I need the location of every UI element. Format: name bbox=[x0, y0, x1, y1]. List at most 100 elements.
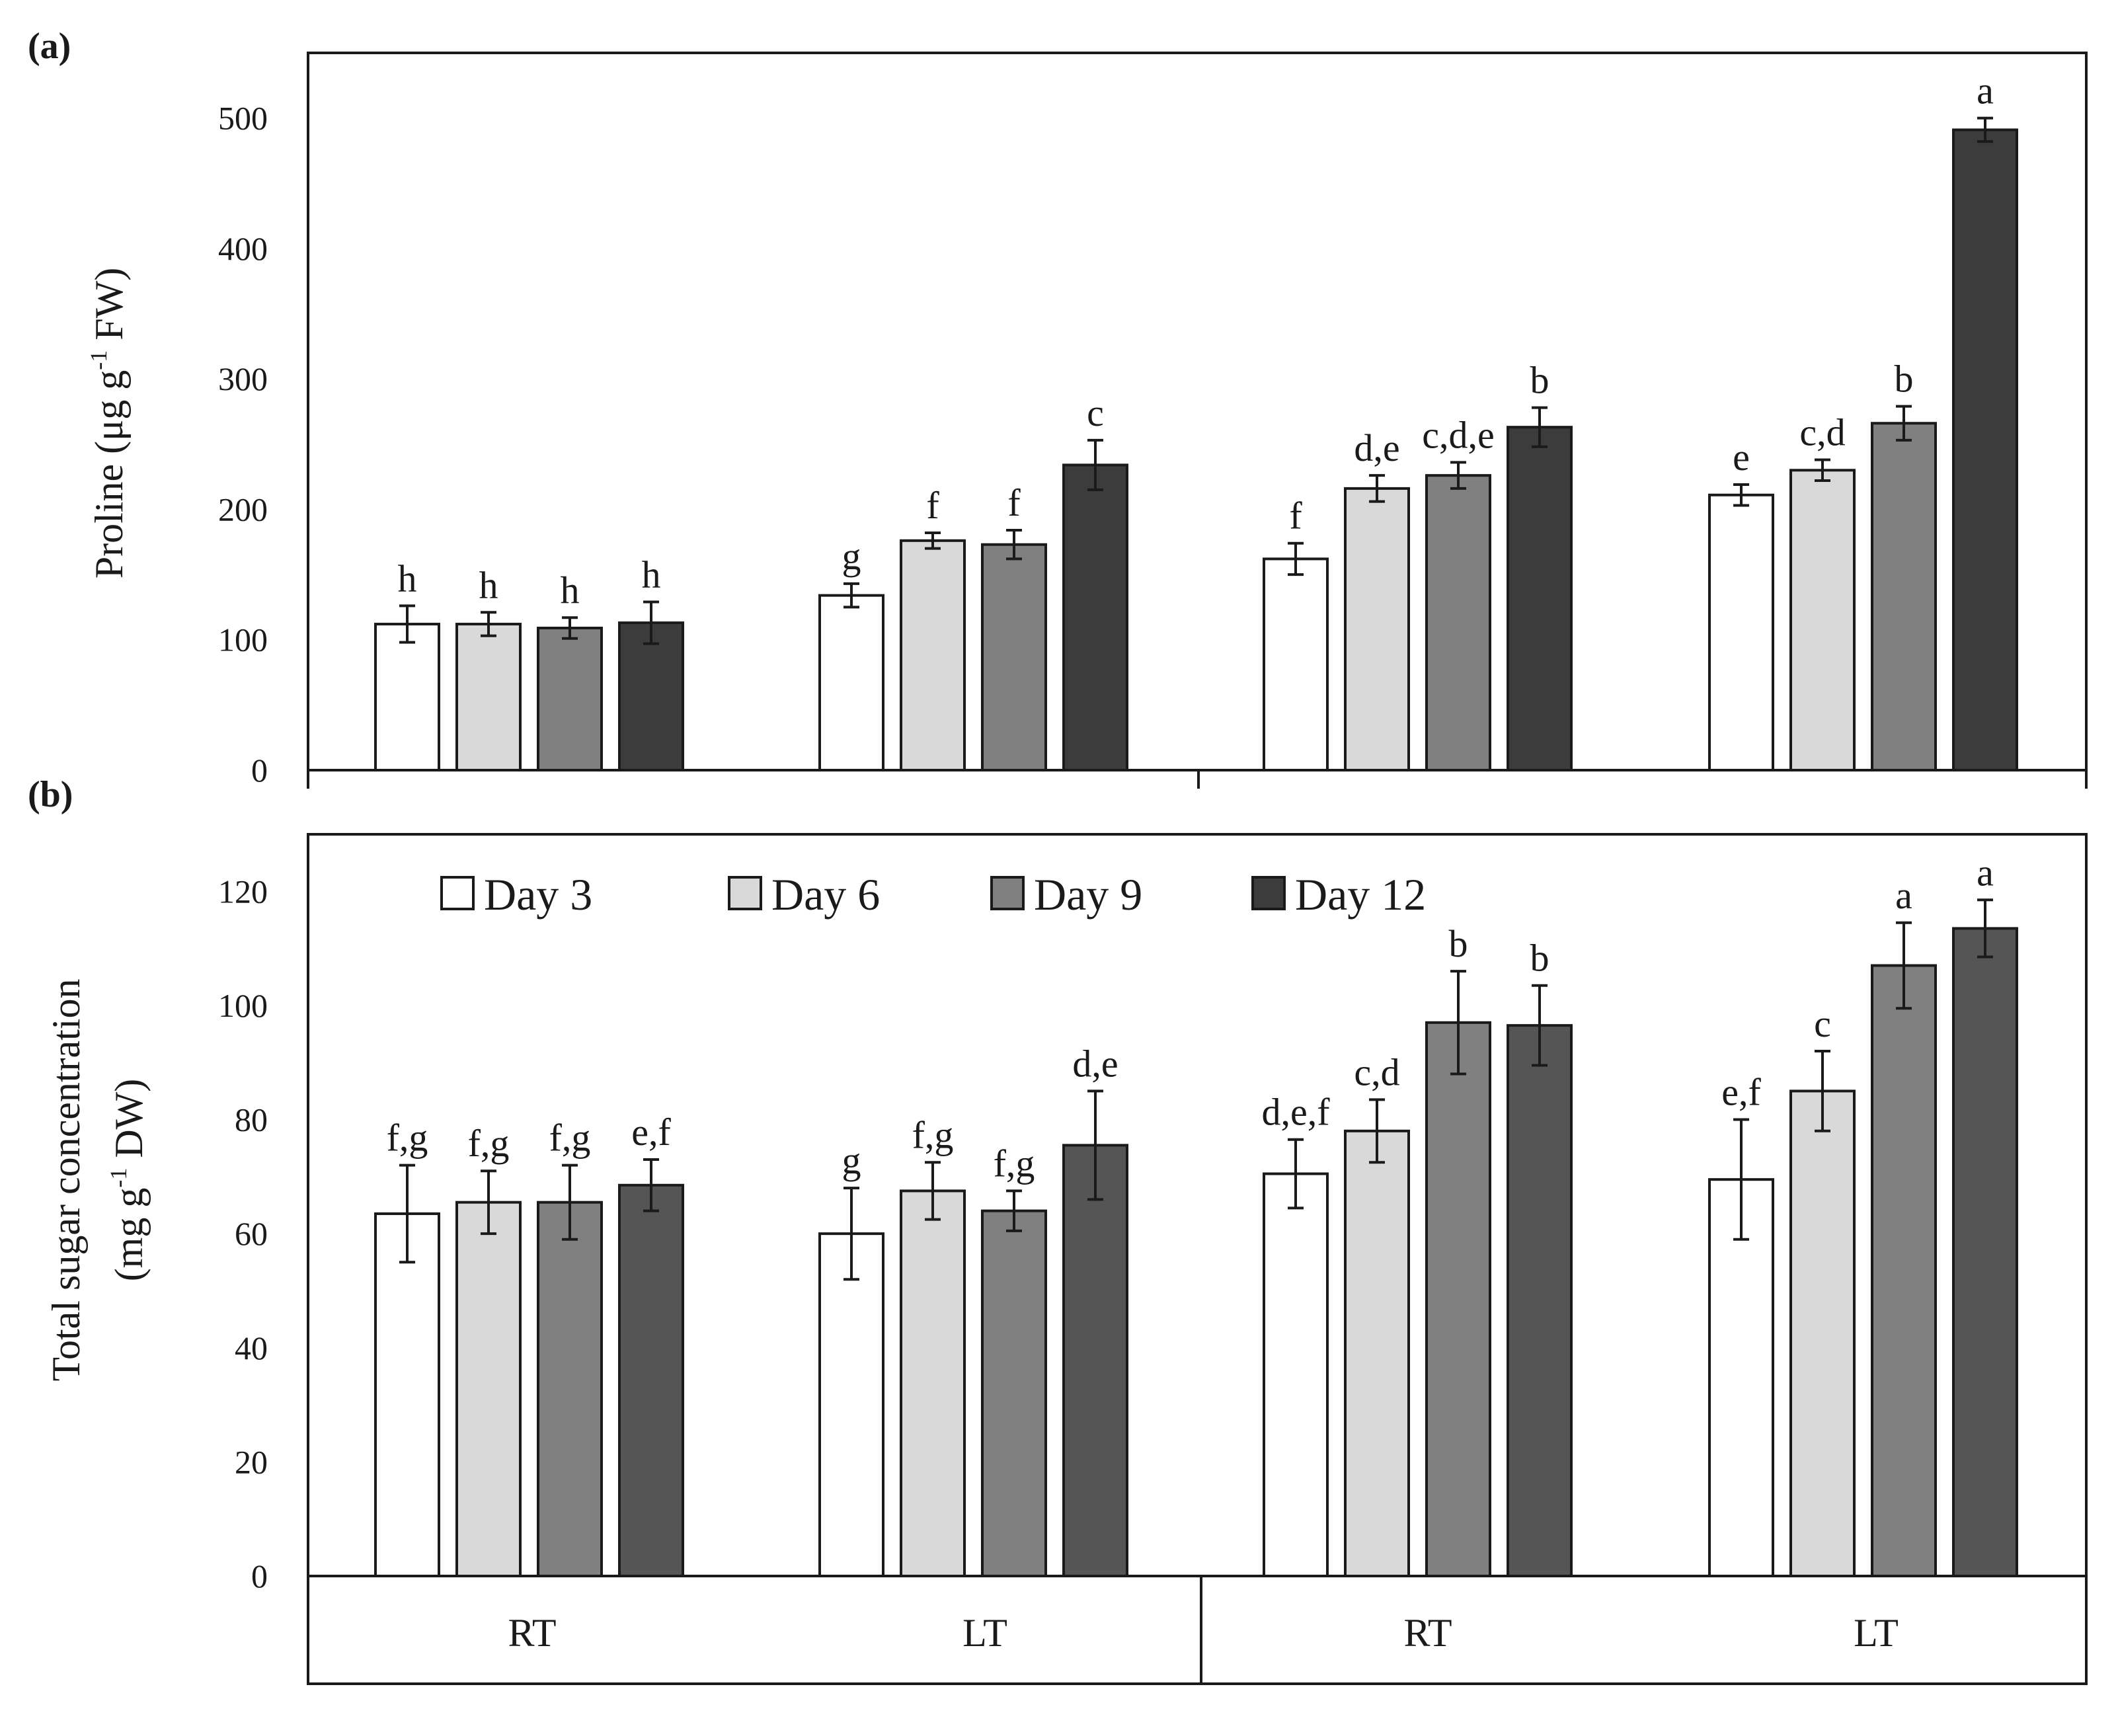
significance-letter: g bbox=[842, 535, 861, 578]
bar-day-6-lt bbox=[900, 1189, 966, 1577]
error-bar bbox=[1288, 541, 1304, 576]
panel-b-bars: f,g g d,e,f e,f f,g f,g c,d c f,g f,g b a e,f d,e b a bbox=[374, 851, 2018, 1578]
error-bar bbox=[481, 1169, 496, 1236]
bar-day-9-lt bbox=[981, 1209, 1047, 1577]
y-tick-label: 200 bbox=[218, 491, 268, 528]
significance-letter: b bbox=[1895, 358, 1914, 401]
bar-day-9-rt bbox=[537, 1201, 603, 1577]
bar-day-9-lt bbox=[1871, 422, 1937, 771]
panel-a-proline: (a) 0 100 200 300 400 500 h g f e h f d,e c,d h f c,d,e… bbox=[28, 26, 2088, 789]
error-bar bbox=[643, 600, 659, 645]
panel-a-y-ticks: 0 100 200 300 400 500 bbox=[218, 100, 268, 789]
y-tick-label: 400 bbox=[218, 230, 268, 267]
panel-b-y-ticks: 0 20 40 60 80 100 120 bbox=[218, 873, 268, 1595]
significance-letter: a bbox=[1977, 69, 1994, 112]
significance-letter: e,f bbox=[1721, 1071, 1761, 1114]
significance-letter: b bbox=[1530, 359, 1549, 402]
y-tick-label: 60 bbox=[235, 1215, 268, 1252]
significance-letter: h bbox=[479, 563, 498, 606]
significance-letter: b bbox=[1449, 922, 1468, 965]
y-tick-label: 120 bbox=[218, 873, 268, 910]
significance-letter: f bbox=[1289, 494, 1302, 537]
y-tick-label: 20 bbox=[235, 1443, 268, 1480]
legend-label-day-6: Day 6 bbox=[771, 869, 880, 920]
bar-day-12-rt bbox=[618, 621, 684, 772]
bar-day-9-lt bbox=[1871, 964, 1937, 1577]
bar-day-3-rt bbox=[374, 1212, 440, 1577]
error-bar bbox=[1288, 1138, 1304, 1210]
bar-day-3-rt bbox=[374, 623, 440, 772]
legend: Day 3 Day 6 Day 9 Day 12 bbox=[440, 869, 1426, 920]
bar-day-12-lt bbox=[1952, 927, 2018, 1577]
error-bar bbox=[1896, 405, 1912, 442]
legend-label-day-12: Day 12 bbox=[1295, 869, 1426, 920]
bar-day-12-lt bbox=[1952, 128, 2018, 771]
error-bar bbox=[1087, 1089, 1103, 1201]
bar-day-12-rt bbox=[618, 1183, 684, 1578]
bar-day-12-rt bbox=[1507, 426, 1573, 771]
y-tick-label: 300 bbox=[218, 360, 268, 397]
category-label-lt: LT bbox=[962, 1611, 1007, 1655]
error-bar bbox=[1450, 461, 1466, 490]
legend-swatch-day-6 bbox=[728, 876, 762, 910]
error-bar bbox=[1369, 1098, 1385, 1164]
bar-day-3-lt bbox=[1708, 493, 1774, 771]
significance-letter: a bbox=[1977, 851, 1994, 894]
bar-day-6-lt bbox=[1789, 1089, 1856, 1577]
significance-letter: c,d bbox=[1354, 1050, 1399, 1093]
bar-day-9-rt bbox=[537, 626, 603, 771]
bar-day-6-rt bbox=[455, 623, 522, 772]
y-tick-label: 100 bbox=[218, 621, 268, 658]
category-label-rt: RT bbox=[1403, 1611, 1452, 1655]
significance-letter: e,f bbox=[631, 1111, 671, 1154]
error-bar bbox=[843, 582, 859, 609]
bar-day-6-rt bbox=[1344, 1129, 1410, 1578]
bar-day-3-lt bbox=[818, 1232, 884, 1577]
error-bar bbox=[562, 1164, 578, 1241]
panel-a-label: (a) bbox=[28, 26, 71, 67]
bar-day-12-lt bbox=[1062, 1144, 1128, 1577]
significance-letter: h bbox=[398, 557, 417, 600]
significance-letter: f,g bbox=[468, 1122, 510, 1165]
significance-letter: c,d bbox=[1799, 411, 1845, 454]
significance-letter: e bbox=[1733, 436, 1750, 479]
error-bar bbox=[1532, 406, 1548, 448]
error-bar bbox=[399, 1164, 415, 1264]
y-tick-label: 0 bbox=[251, 752, 268, 789]
error-bar bbox=[843, 1187, 859, 1281]
panel-b-y-axis-label-line1: Total sugar concentration bbox=[44, 979, 88, 1382]
error-bar bbox=[399, 604, 415, 644]
legend-label-day-3: Day 3 bbox=[484, 869, 592, 920]
error-bar bbox=[1977, 898, 1993, 959]
significance-letter: f,g bbox=[912, 1113, 954, 1156]
error-bar bbox=[1815, 458, 1830, 483]
panel-b-frame bbox=[307, 833, 2088, 1685]
error-bar bbox=[1733, 483, 1749, 507]
bar-day-6-rt bbox=[455, 1201, 522, 1577]
legend-swatch-day-9 bbox=[990, 876, 1025, 910]
error-bar bbox=[562, 616, 578, 640]
legend-label-day-9: Day 9 bbox=[1034, 869, 1142, 920]
y-tick-label: 0 bbox=[251, 1558, 268, 1595]
significance-letter: f,g bbox=[387, 1117, 428, 1160]
panel-b-y-axis-label-line2: (mg g-1 DW) bbox=[105, 1079, 151, 1282]
bar-day-6-lt bbox=[900, 539, 966, 771]
legend-swatch-day-3 bbox=[440, 876, 475, 910]
bar-day-9-lt bbox=[981, 543, 1047, 772]
bar-day-6-lt bbox=[1789, 469, 1856, 771]
error-bar bbox=[1896, 921, 1912, 1010]
bar-day-9-rt bbox=[1425, 1021, 1491, 1578]
error-bar bbox=[1369, 474, 1385, 503]
significance-letter: c,d,e bbox=[1422, 413, 1495, 456]
significance-letter: a bbox=[1895, 874, 1912, 917]
y-tick-label: 40 bbox=[235, 1329, 268, 1366]
panel-b-total-sugar: (b) 0 20 40 60 80 100 120 f,g g d,e,f e,f f,g f,g c,… bbox=[28, 774, 2088, 1685]
significance-letter: f,g bbox=[994, 1142, 1035, 1185]
bar-day-3-rt bbox=[1263, 1172, 1329, 1577]
error-bar bbox=[1733, 1118, 1749, 1241]
significance-letter: c bbox=[1814, 1002, 1831, 1045]
panel-a-bars: h g f e h f d,e c,d h f c,d,e b h c b a bbox=[374, 69, 2018, 772]
bar-day-3-rt bbox=[1263, 557, 1329, 771]
y-tick-label: 100 bbox=[218, 987, 268, 1024]
